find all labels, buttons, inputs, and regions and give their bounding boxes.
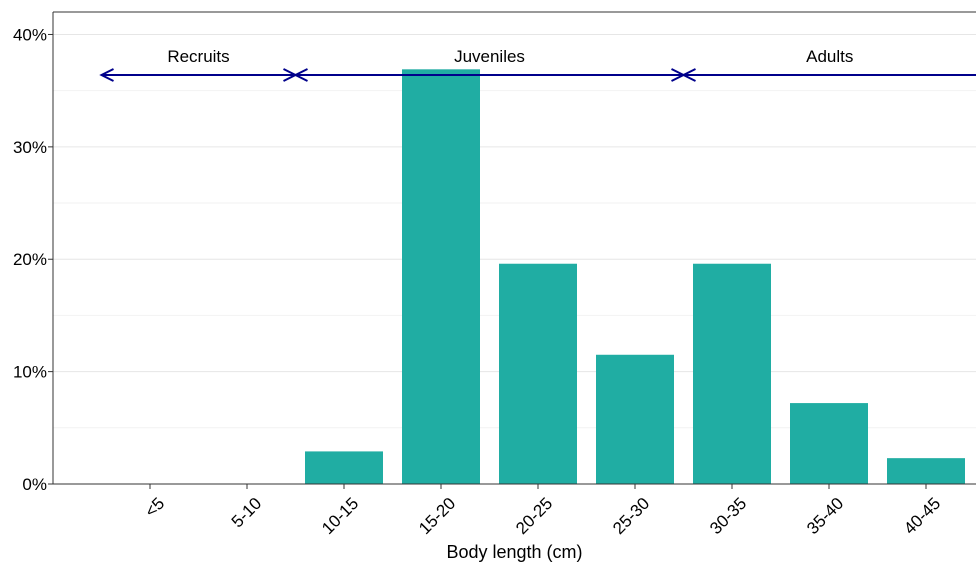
y-tick-label: 30% [13, 138, 47, 157]
x-tick-label: 20-25 [512, 494, 556, 538]
grid-lines [53, 33, 976, 485]
bar-10-15 [305, 451, 383, 484]
bar-15-20 [402, 69, 480, 485]
y-tick-label: 20% [13, 250, 47, 269]
x-tick-label: 15-20 [415, 494, 459, 538]
x-tick-label: 40-45 [900, 494, 944, 538]
x-tick-label: 5-10 [228, 494, 265, 531]
y-tick-labels: 0% 10% 20% 30% 40% [13, 25, 53, 494]
bar-25-30 [596, 354, 674, 484]
x-axis-title: Body length (cm) [446, 542, 582, 562]
x-tick-label: 25-30 [609, 494, 653, 538]
stage-label: Adults [806, 47, 853, 66]
bar-40-45 [887, 458, 965, 484]
arrow-head-left [681, 68, 696, 82]
x-tick-label: 10-15 [318, 494, 362, 538]
arrow-head-left [293, 68, 308, 82]
bar-35-40 [790, 403, 868, 484]
bars [305, 69, 965, 485]
bar-30-35 [693, 263, 771, 484]
arrow-head-left [99, 68, 114, 82]
y-tick-label: 10% [13, 363, 47, 382]
y-tick-label: 0% [22, 475, 47, 494]
stage-label: Recruits [167, 47, 229, 66]
x-tick-label: 30-35 [706, 494, 750, 538]
stage-arrows: Recruits Juveniles Adults [99, 47, 976, 82]
bar-20-25 [499, 263, 577, 484]
axes [52, 11, 976, 485]
x-tick-labels: <5 5-10 10-15 15-20 20-25 25-30 30-35 35-40 40-4… [141, 484, 944, 538]
y-tick-label: 40% [13, 25, 47, 44]
x-tick-label: <5 [141, 494, 168, 521]
stage-label: Juveniles [454, 47, 525, 66]
x-tick-label: 35-40 [803, 494, 847, 538]
